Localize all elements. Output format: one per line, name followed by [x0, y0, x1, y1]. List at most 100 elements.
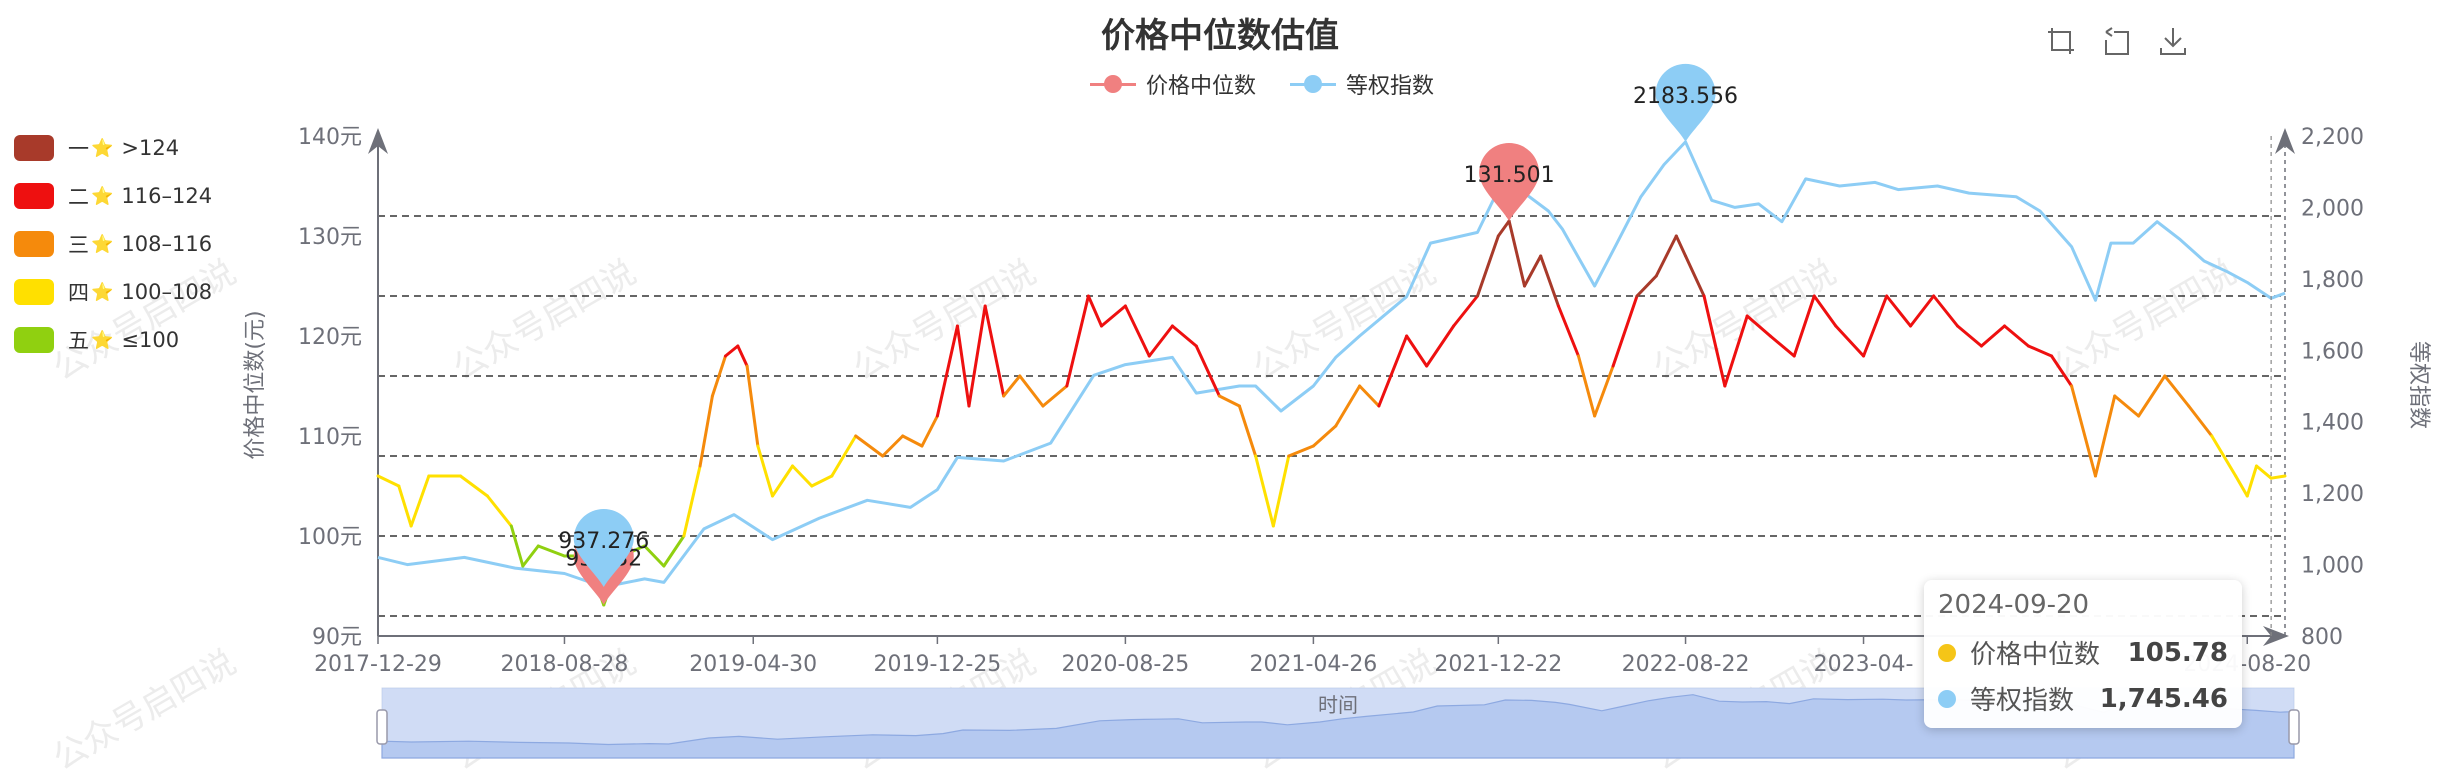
- band-label: 五: [68, 329, 89, 353]
- star-icon: ⭐: [91, 137, 114, 159]
- series-segment-price-median: [1065, 294, 1090, 388]
- band-label: 三: [68, 233, 89, 257]
- watermark-text: 公众号启四说: [1246, 252, 1443, 389]
- max-min-marker-pin-icon: [1655, 63, 1716, 142]
- series-segment-price-median: [2093, 394, 2117, 478]
- series-segment-price-median: [1576, 354, 1597, 418]
- series-segment-price-median: [1476, 234, 1500, 298]
- x-tick-label: 2021-04-26: [1249, 652, 1377, 677]
- series-segment-price-median: [854, 434, 885, 458]
- series-segment-price-median: [1425, 324, 1456, 368]
- series-segment-price-median: [485, 494, 513, 528]
- watermark-text: 公众号启四说: [46, 642, 243, 770]
- x-tick-label: 2022-08-22: [1622, 652, 1750, 677]
- band-range: 108–116: [121, 232, 213, 256]
- series-segment-price-median: [723, 344, 740, 358]
- series-segment-price-median: [2269, 474, 2287, 480]
- y-left-axis-label: 价格中位数(元): [243, 310, 268, 459]
- band-legend-item[interactable]: 三 ⭐ 108–116: [14, 220, 212, 268]
- series-segment-price-median: [2210, 434, 2238, 478]
- series-segment-price-median: [1635, 274, 1658, 298]
- zoom-reset-icon[interactable]: [2102, 26, 2132, 56]
- zoom-icon[interactable]: [2046, 26, 2076, 56]
- series-segment-price-median: [2050, 354, 2074, 388]
- series-segment-price-median: [2026, 344, 2054, 358]
- tooltip-dot: [1938, 689, 1956, 708]
- series-segment-price-median: [2245, 464, 2258, 498]
- series-segment-price-median: [1086, 294, 1104, 328]
- series-segment-price-median: [2254, 464, 2273, 480]
- series-line-equal-weight-index: [377, 140, 2286, 589]
- series-segment-price-median: [935, 324, 959, 418]
- series-segment-price-median: [643, 544, 666, 568]
- series-segment-price-median: [1885, 294, 1913, 328]
- series-segment-price-median: [1834, 324, 1866, 358]
- series-segment-price-median: [901, 434, 924, 448]
- series-segment-price-median: [2137, 374, 2167, 418]
- series-segment-price-median: [1194, 344, 1221, 398]
- series-segment-price-median: [1018, 374, 1045, 408]
- y-left-tick-label: 120元: [298, 325, 362, 350]
- series-segment-price-median: [397, 484, 413, 528]
- tooltip-dot: [1938, 643, 1956, 662]
- tooltip-series-name: 等权指数: [1970, 686, 2075, 716]
- legend-item-index[interactable]: 等权指数: [1290, 68, 1434, 100]
- legend-item-median[interactable]: 价格中位数: [1090, 68, 1256, 100]
- y-left-tick-label: 100元: [298, 525, 362, 550]
- y-right-tick-label: 2,000: [2301, 196, 2364, 221]
- series-segment-price-median: [509, 524, 525, 568]
- x-tick-label: 2019-12-25: [873, 652, 1001, 677]
- series-segment-price-median: [1217, 394, 1241, 408]
- legend-label-index: 等权指数: [1346, 74, 1435, 99]
- series-segment-price-median: [1377, 334, 1409, 408]
- series-segment-price-median: [1909, 294, 1936, 328]
- series-segment-price-median: [2187, 404, 2214, 438]
- star-icon: ⭐: [91, 233, 114, 255]
- y-left-tick-label: 90元: [312, 625, 362, 650]
- series-segment-price-median: [791, 464, 814, 488]
- series-segment-price-median: [1507, 219, 1527, 288]
- x-tick-label: 2020-08-25: [1061, 652, 1189, 677]
- series-segment-price-median: [1768, 334, 1796, 358]
- band-legend-item[interactable]: 一 ⭐ >124: [14, 124, 212, 172]
- series-segment-price-median: [1123, 304, 1151, 358]
- band-legend-item[interactable]: 五 ⭐ ≤100: [14, 316, 212, 364]
- y-right-tick-label: 1,600: [2301, 339, 2364, 364]
- y-axis-left-arrow-icon: [368, 128, 388, 154]
- series-segment-price-median: [1271, 454, 1291, 528]
- series-segment-price-median: [1170, 324, 1198, 348]
- tooltip-series-value: 1,745.46: [2099, 683, 2228, 714]
- series-segment-price-median: [1287, 444, 1315, 458]
- series-segment-price-median: [967, 304, 987, 408]
- band-legend-item[interactable]: 四 ⭐ 100–108: [14, 268, 212, 316]
- legend-label-median: 价格中位数: [1146, 74, 1257, 99]
- series-segment-price-median: [1812, 294, 1838, 328]
- y-right-tick-label: 1,400: [2301, 411, 2364, 436]
- series-segment-price-median: [1002, 374, 1022, 398]
- watermark-text: 公众号启四说: [446, 252, 643, 389]
- series-segment-price-median: [1523, 254, 1543, 288]
- tooltip-series-name: 价格中位数: [1970, 640, 2101, 670]
- tooltip-row-index: 等权指数 1,745.46: [1938, 680, 2228, 717]
- series-segment-price-median: [409, 474, 431, 528]
- series-segment-price-median: [1684, 254, 1706, 298]
- max-min-marker-pin-icon: [1479, 142, 1540, 221]
- band-swatch: [14, 183, 54, 209]
- series-segment-price-median: [1041, 384, 1069, 408]
- tooltip-row-median: 价格中位数 105.78: [1938, 634, 2228, 671]
- series-segment-price-median: [983, 304, 1006, 398]
- band-legend-item[interactable]: 二 ⭐ 116–124: [14, 172, 212, 220]
- series-segment-price-median: [1539, 254, 1560, 308]
- series-segment-price-median: [1979, 324, 2007, 348]
- star-icon: ⭐: [91, 185, 114, 207]
- series-segment-price-median: [810, 474, 834, 488]
- star-icon: ⭐: [91, 329, 114, 351]
- download-icon[interactable]: [2158, 26, 2188, 56]
- series-segment-price-median: [1334, 384, 1362, 428]
- series-segment-price-median: [1611, 294, 1639, 368]
- data-tooltip: 2024-09-20 价格中位数 105.78 等权指数 1,745.46: [1924, 580, 2242, 728]
- zoom-handle-right[interactable]: [2288, 709, 2300, 745]
- watermark-text: 公众号启四说: [846, 252, 1043, 389]
- zoom-handle-left[interactable]: [376, 709, 388, 745]
- x-tick-label: 2021-12-22: [1434, 652, 1562, 677]
